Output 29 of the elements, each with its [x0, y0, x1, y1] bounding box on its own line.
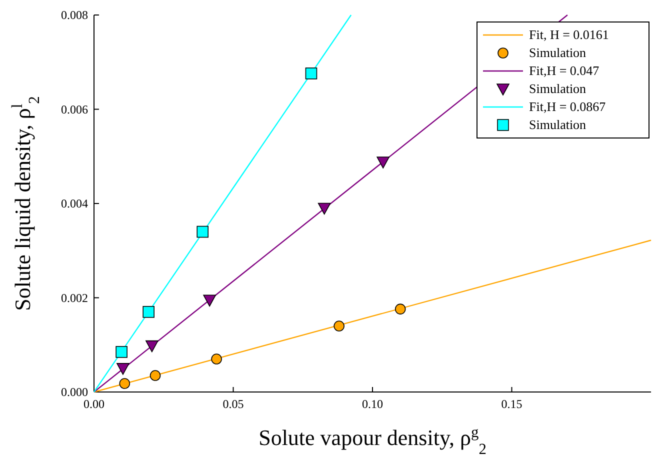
- x-tick-label: 0.15: [501, 397, 522, 411]
- point: [334, 320, 344, 332]
- y-tick-label: 0.008: [61, 8, 88, 22]
- y-tick-label: 0.004: [61, 196, 88, 210]
- x-tick-label: 0.10: [362, 397, 383, 411]
- point: [211, 354, 222, 364]
- point: [196, 226, 209, 238]
- point: [116, 346, 128, 358]
- legend-label: Simulation: [529, 117, 587, 132]
- x-tick-label: 0.00: [84, 397, 104, 411]
- point: [116, 363, 130, 375]
- point: [376, 156, 390, 168]
- legend-label: Fit, H = 0.0161: [529, 27, 609, 42]
- point: [305, 68, 318, 80]
- y-tick-label: 0.002: [61, 290, 88, 305]
- y-tick-label: 0.000: [61, 385, 88, 399]
- legend-label: Simulation: [529, 45, 587, 60]
- point: [142, 306, 154, 318]
- point: [150, 370, 161, 381]
- point: [394, 304, 406, 314]
- point: [146, 340, 158, 352]
- legend-label: Simulation: [529, 81, 587, 96]
- point: [119, 378, 130, 389]
- point: [318, 202, 331, 215]
- legend-label: Fit,H = 0.047: [529, 63, 600, 78]
- legend-label: Fit,H = 0.0867: [529, 99, 606, 114]
- point: [203, 294, 216, 307]
- x-tick-label: 0.05: [222, 397, 244, 411]
- y-tick-label: 0.006: [61, 102, 88, 116]
